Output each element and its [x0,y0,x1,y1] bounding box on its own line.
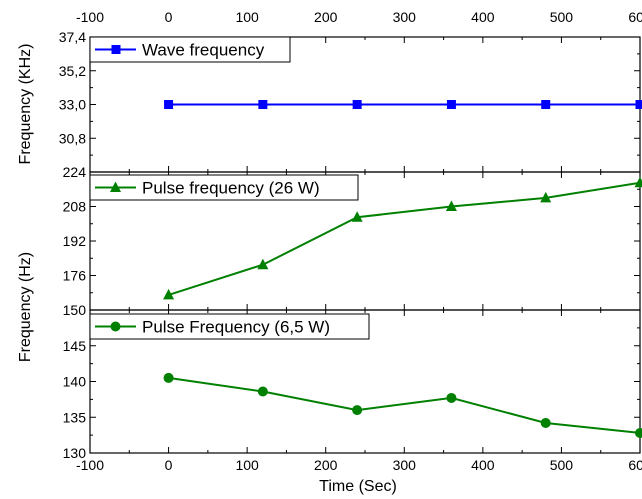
data-point-circle [446,392,457,403]
legend-label-pulse-6-5w: Pulse Frequency (6,5 W) [142,318,330,337]
x-tick-label: 200 [314,457,338,473]
legend-square-marker [111,45,121,54]
y-tick-label: 140 [63,374,87,390]
y-tick-label: 145 [63,338,87,354]
data-point-triangle [163,288,175,300]
x-tick-label: -100 [76,457,104,473]
x-tick-label-top: 100 [235,9,259,25]
legend-label-wave: Wave frequency [142,41,265,60]
x-tick-label-top: 500 [550,9,574,25]
y-tick-label: 35,2 [59,63,86,79]
data-point-triangle [351,211,363,222]
y-tick-label: 208 [63,199,87,215]
data-point-circle [257,386,268,397]
series-line [168,376,641,434]
y-tick-label: 192 [63,233,87,249]
x-tick-label-top: 0 [165,9,173,25]
data-point-circle [352,405,363,416]
x-tick-label-top: 400 [471,9,495,25]
x-tick-label-top: 600 [628,9,642,25]
y-tick-label: 130 [63,445,87,461]
data-point-triangle [445,200,457,211]
axis-ticks [89,36,641,454]
legend-triangle-marker [110,181,121,192]
y-tick-label: 30,8 [59,130,86,146]
x-tick-label: 400 [471,457,495,473]
tick-labels: -100 0 100 200 300 400 500 600 -100 0 100 200 300 400… [59,9,642,473]
data-point-triangle [257,258,269,270]
data-point-square [635,100,642,109]
data-point-circle [635,427,642,438]
data-point-square [164,100,174,109]
y-tick-label: 176 [63,268,87,284]
data-point-triangle [634,176,642,188]
y-tick-label: 150 [63,302,87,318]
x-tick-label: 500 [550,457,574,473]
y-tick-label: 135 [63,409,87,425]
data-point-square [541,100,551,109]
x-tick-label: 0 [165,457,173,473]
data-point-square [446,100,456,109]
legend-pulse-6-5w: Pulse Frequency (6,5 W) [89,313,370,340]
x-tick-label: 100 [235,457,259,473]
y-axis-title-shared: Frequency (Hz) [17,252,34,362]
data-point-triangle [540,191,552,203]
legend-label-pulse-26w: Pulse frequency (26 W) [142,179,320,198]
x-tick-label-top: 200 [314,9,338,25]
x-tick-label: 600 [628,457,642,473]
legend-pulse-26w: Pulse frequency (26 W) [89,174,359,201]
y-tick-label: 224 [63,164,87,180]
x-tick-label-top: 300 [393,9,417,25]
y-tick-label: 33,0 [59,97,86,113]
x-tick-label: 300 [393,457,417,473]
legend-wave-frequency: Wave frequency [89,36,291,63]
x-tick-label-top: -100 [76,9,104,25]
y-tick-label: 37,4 [59,29,86,45]
data-point-square [258,100,268,109]
series-line [168,181,641,296]
data-point-square [352,100,362,109]
data-point-circle [540,417,551,428]
data-point-circle [163,372,174,383]
y-axis-title-top: Frequency (KHz) [17,44,34,165]
legend-circle-marker [110,321,121,332]
x-axis-title: Time (Sec) [319,478,397,495]
series-layer [163,100,642,438]
